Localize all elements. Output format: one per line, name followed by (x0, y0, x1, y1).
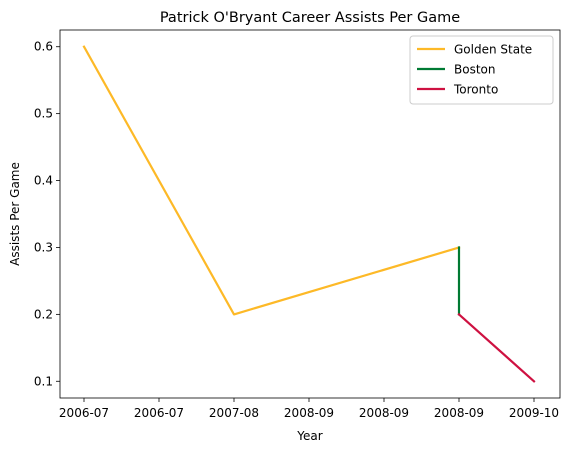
y-tick-label: 0.4 (34, 174, 53, 188)
series-line-toronto (459, 314, 534, 381)
legend-label: Toronto (453, 83, 498, 97)
y-tick-label: 0.2 (34, 307, 53, 321)
legend-label: Boston (454, 63, 495, 77)
y-tick-label: 0.1 (34, 374, 53, 388)
x-tick-label: 2006-07 (134, 406, 184, 420)
chart-title: Patrick O'Bryant Career Assists Per Game (160, 10, 460, 26)
x-tick-label: 2008-09 (284, 406, 334, 420)
x-ticks: 2006-07 2006-07 2007-08 2008-09 2008-09 2008-… (59, 398, 559, 420)
x-tick-label: 2006-07 (59, 406, 109, 420)
x-tick-label: 2009-10 (509, 406, 559, 420)
x-tick-label: 2008-09 (434, 406, 484, 420)
y-axis-label: Assists Per Game (8, 162, 22, 266)
series-line-golden-state (84, 47, 459, 315)
x-tick-label: 2008-09 (359, 406, 409, 420)
x-axis-label: Year (296, 429, 322, 443)
y-tick-label: 0.6 (34, 40, 53, 54)
y-tick-label: 0.3 (34, 240, 53, 254)
legend: Golden State Boston Toronto (410, 36, 553, 104)
x-tick-label: 2007-08 (209, 406, 259, 420)
y-tick-label: 0.5 (34, 107, 53, 121)
y-ticks: 0.1 0.2 0.3 0.4 0.5 0.6 (34, 40, 60, 389)
legend-label: Golden State (454, 43, 532, 57)
